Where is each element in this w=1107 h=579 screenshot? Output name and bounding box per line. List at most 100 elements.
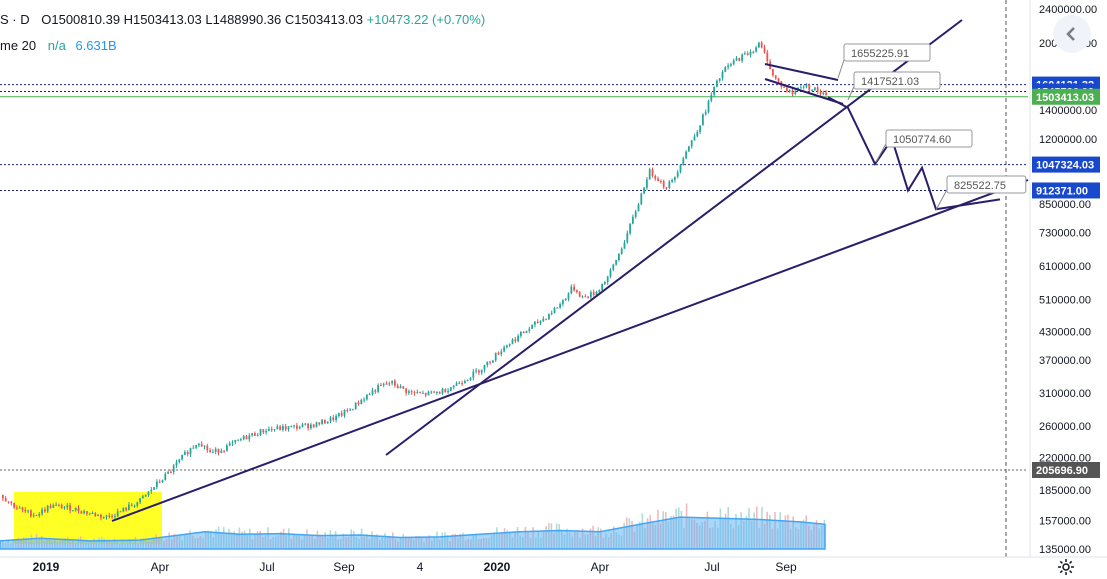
candle [206,445,209,451]
candle [671,179,673,182]
candle [44,509,46,512]
candle [186,451,189,455]
candle [198,443,200,446]
candle [158,481,161,483]
candle [590,292,592,298]
candle [203,445,206,447]
candle [472,371,475,378]
candle [564,298,567,300]
trend-lines-layer[interactable] [111,19,1029,522]
candle [805,84,808,87]
candle [276,426,279,430]
candle [366,394,368,400]
time-axis[interactable]: 2019 Apr Jul Sep 4 2020 Apr Jul Sep [0,556,1107,574]
price-callout[interactable]: 1417521.03 [847,71,941,101]
candle [142,496,144,499]
candle [153,487,155,490]
volume-na: n/a [47,38,66,53]
candle [7,501,10,503]
candle [363,399,365,401]
candle [30,510,32,517]
candle [450,387,452,391]
candle [721,71,724,79]
candle [637,204,640,212]
price-callout[interactable]: 1050774.60 [875,129,973,163]
price-callout[interactable]: 825522.75 [935,175,1027,211]
candle [293,425,295,427]
flag-lower-line[interactable] [764,78,844,105]
candle [578,292,581,297]
candle [749,51,752,56]
candle [4,498,7,502]
candle [340,413,343,416]
candle [354,402,357,410]
candle [682,158,685,165]
callout-label: 1655225.91 [851,48,909,60]
time-tick-label: Sep [775,560,797,574]
candle [422,392,424,394]
trend-line-steep[interactable] [385,19,963,456]
candle [147,491,150,495]
candle [592,292,595,295]
candle [814,87,816,91]
time-tick-label: 4 [417,560,424,574]
candle [430,391,433,393]
chart-settings-button[interactable] [1056,557,1076,577]
candle [74,507,77,511]
candle [562,299,564,305]
projection-path[interactable] [827,96,1001,211]
price-tick-label: 730000.00 [1039,227,1091,239]
back-button[interactable] [1053,15,1091,53]
candle [360,399,363,405]
candle [483,365,486,370]
price-tick-label: 430000.00 [1039,327,1091,339]
candle [500,351,503,355]
candle [808,84,811,91]
candle [699,125,701,133]
candle [438,392,441,394]
symbol-label[interactable]: S · D [0,12,30,27]
candle [83,511,85,514]
candle [707,100,710,113]
price-tick-label: 1200000.00 [1039,134,1097,146]
candle [654,175,657,179]
gear-icon [1058,559,1074,575]
volume-label[interactable]: me 20 [0,38,37,53]
candle [262,429,265,433]
candle [791,90,794,95]
price-tick-label: 510000.00 [1039,295,1091,307]
price-tag [1032,88,1100,105]
candle [298,426,301,429]
candle [822,92,825,95]
candle [573,286,575,291]
flag-upper-line[interactable] [764,63,839,81]
price-callout[interactable]: 1655225.91 [837,43,931,79]
time-tick-label: 2020 [484,560,511,574]
candle [321,419,323,425]
price-tick-label: 135000.00 [1039,544,1091,556]
candle [825,92,827,96]
time-tick-label: 2019 [33,560,60,574]
candle [783,86,785,88]
candle [704,112,707,115]
candle [332,417,335,421]
candle [371,390,374,395]
candle [189,448,192,455]
trend-line-long[interactable] [111,179,1029,522]
candle [368,394,371,396]
price-tick-label: 185000.00 [1039,485,1091,497]
candle [122,507,125,512]
annotations-layer[interactable]: 1655225.91 1417521.03 1050774.60 825522.75 [837,43,1027,211]
candle [116,511,119,517]
candle [550,313,553,315]
candle [349,409,351,411]
candle [128,504,130,511]
candle [380,385,382,387]
candle [475,370,477,372]
candle [144,494,147,497]
candle [696,132,699,137]
price-tick-label: 260000.00 [1039,421,1091,433]
candle [66,505,69,508]
price-axis[interactable]: 2400000.002000000.001400000.001200000.00… [1029,0,1097,557]
